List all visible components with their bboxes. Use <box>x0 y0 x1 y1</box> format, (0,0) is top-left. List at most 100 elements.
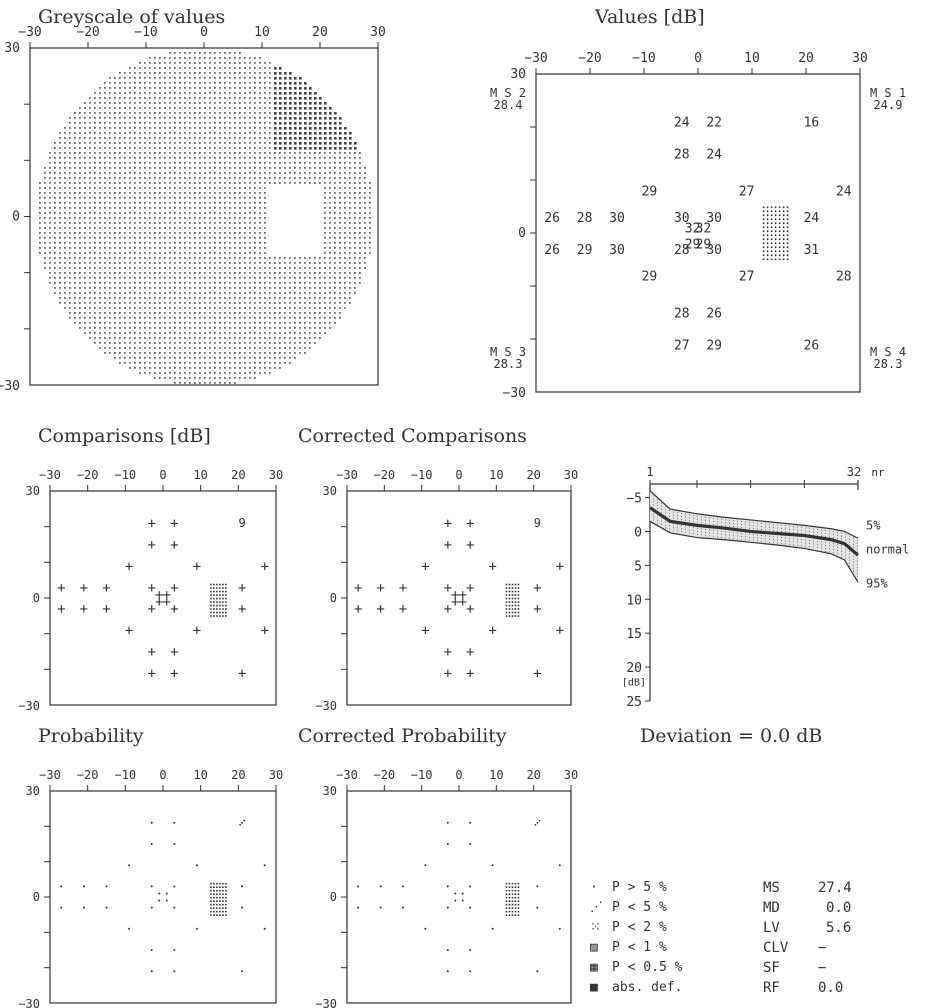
greyscale-dot <box>49 207 51 209</box>
comparison-marker: + <box>556 623 564 639</box>
greyscale-dot <box>104 202 106 204</box>
greyscale-dot <box>134 197 136 199</box>
blind-spot-dot <box>517 900 520 902</box>
greyscale-dot <box>294 277 296 279</box>
greyscale-dot <box>184 337 186 339</box>
greyscale-dot <box>79 307 81 309</box>
greyscale-dot <box>179 62 181 64</box>
greyscale-dot <box>149 372 151 374</box>
greyscale-dot <box>194 257 196 259</box>
greyscale-dot <box>169 67 171 69</box>
greyscale-dot <box>284 102 287 105</box>
band-dot <box>745 527 746 529</box>
greyscale-dot <box>69 217 71 219</box>
greyscale-dot <box>209 102 211 104</box>
blind-spot-dot <box>786 222 789 225</box>
greyscale-dot <box>309 182 311 184</box>
greyscale-dot <box>274 107 277 110</box>
greyscale-dot <box>299 307 301 309</box>
greyscale-dot <box>179 137 181 139</box>
greyscale-dot <box>249 202 251 204</box>
blind-spot-dot <box>213 907 215 909</box>
greyscale-dot <box>164 277 166 279</box>
band-dot <box>813 540 814 542</box>
greyscale-dot <box>244 102 246 104</box>
greyscale-dot <box>199 137 201 139</box>
greyscale-dot <box>359 157 361 159</box>
blind-spot-dot <box>219 615 221 617</box>
blind-spot-dot <box>219 896 221 899</box>
blind-spot-dot <box>778 226 781 229</box>
greyscale-dot <box>329 257 331 259</box>
index-key: MD <box>763 900 780 916</box>
greyscale-dot <box>189 82 191 84</box>
greyscale-dot <box>279 72 282 75</box>
band-dot <box>745 521 746 523</box>
greyscale-dot <box>289 162 291 164</box>
greyscale-dot <box>224 192 226 194</box>
greyscale-dot <box>159 107 161 109</box>
greyscale-dot <box>264 112 266 114</box>
greyscale-dot <box>189 222 191 224</box>
greyscale-dot <box>124 147 126 149</box>
greyscale-dot <box>189 377 191 379</box>
blind-spot-dot <box>786 234 789 237</box>
greyscale-dot <box>129 257 131 259</box>
greyscale-dot <box>94 127 96 129</box>
greyscale-dot <box>269 262 271 264</box>
greyscale-dot <box>144 147 146 149</box>
greyscale-dot <box>184 367 186 369</box>
blind-spot-dot <box>225 910 227 913</box>
greyscale-dot <box>244 67 246 69</box>
greyscale-dot <box>314 127 317 130</box>
blind-spot-dot <box>216 882 218 885</box>
greyscale-dot <box>74 297 76 299</box>
comparison-marker: + <box>444 580 452 596</box>
greyscale-dot <box>284 117 287 120</box>
greyscale-dot <box>314 287 316 289</box>
greyscale-dot <box>124 157 126 159</box>
greyscale-dot <box>164 97 166 99</box>
greyscale-dot <box>184 232 186 234</box>
greyscale-dot <box>224 147 226 149</box>
y-label-top: 30 <box>510 67 526 82</box>
greyscale-dot <box>289 357 291 359</box>
greyscale-dot <box>189 202 191 204</box>
greyscale-dot <box>119 107 121 109</box>
greyscale-dot <box>214 92 216 94</box>
greyscale-dot <box>329 312 331 314</box>
greyscale-dot <box>154 217 156 219</box>
greyscale-dot <box>129 302 131 304</box>
greyscale-dot <box>249 367 251 369</box>
greyscale-dot <box>219 277 221 279</box>
greyscale-dot <box>124 92 126 94</box>
greyscale-dot <box>289 262 291 264</box>
greyscale-dot <box>129 297 131 299</box>
greyscale-dot <box>249 127 251 129</box>
greyscale-dot <box>199 382 201 384</box>
greyscale-dot <box>229 367 231 369</box>
greyscale-dot <box>144 277 146 279</box>
band-dot <box>725 519 726 521</box>
band-dot <box>769 535 770 537</box>
greyscale-dot <box>159 92 161 94</box>
greyscale-dot <box>349 157 351 159</box>
greyscale-dot <box>184 52 186 54</box>
greyscale-dot <box>294 87 297 90</box>
greyscale-dot <box>259 162 261 164</box>
greyscale-dot <box>219 327 221 329</box>
greyscale-dot <box>99 147 101 149</box>
x-tick-label: 10 <box>193 768 207 782</box>
greyscale-dot <box>189 142 191 144</box>
greyscale-dot <box>284 162 286 164</box>
greyscale-dot <box>304 97 307 100</box>
blind-spot-dot <box>762 246 765 249</box>
greyscale-dot <box>204 227 206 229</box>
greyscale-dot <box>299 322 301 324</box>
greyscale-dot <box>89 167 91 169</box>
greyscale-dot <box>279 272 281 274</box>
greyscale-dot <box>104 87 106 89</box>
band-dot <box>853 561 854 563</box>
blind-spot-dot <box>770 206 773 209</box>
